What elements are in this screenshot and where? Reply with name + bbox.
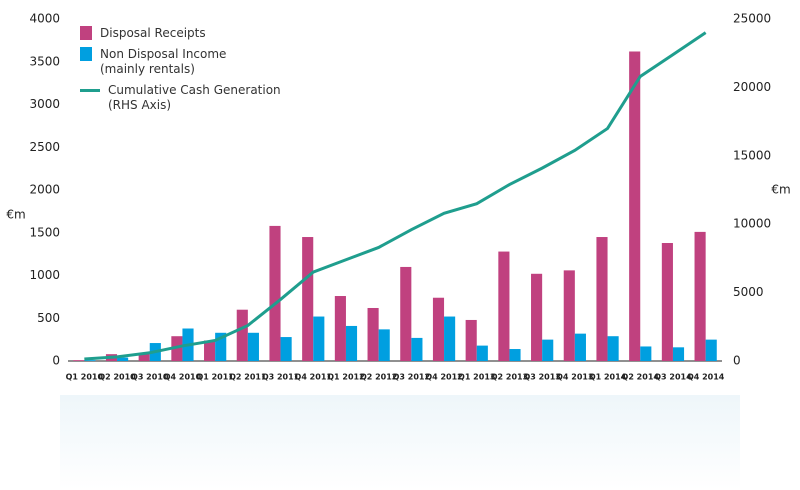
y-tick-label: 2000 [29, 183, 60, 197]
x-tick-label: Q4 2011 [295, 373, 333, 382]
y2-tick-label: 0 [733, 354, 741, 368]
y2-tick-label: 20000 [733, 80, 771, 94]
bar [705, 339, 717, 361]
bar [629, 51, 641, 362]
y-axis-label: €m [6, 208, 25, 222]
bar [640, 346, 652, 361]
x-tick-label: Q2 2010 [98, 373, 136, 382]
x-tick-label: Q1 2013 [458, 373, 495, 382]
y2-tick-label: 10000 [733, 217, 771, 231]
x-tick-label: Q3 2014 [654, 373, 692, 382]
bar [378, 329, 390, 361]
legend: Disposal Receipts Non Disposal Income (ma… [80, 26, 281, 119]
bar [661, 243, 673, 361]
bar [694, 231, 706, 361]
bar [432, 297, 445, 361]
bar [596, 237, 608, 361]
bar [269, 225, 281, 361]
bar [672, 347, 685, 361]
line [84, 31, 707, 361]
x-tick-label: Q3 2010 [131, 373, 169, 382]
x-tick-label: Q4 2010 [164, 373, 202, 382]
bar [400, 266, 412, 361]
y2-tick-label: 15000 [733, 148, 771, 162]
y2-tick-label: 25000 [733, 12, 771, 26]
x-tick-label: Q4 2014 [687, 373, 725, 382]
legend-label: Disposal Receipts [100, 26, 206, 40]
x-tick-label: Q3 2011 [262, 373, 300, 382]
legend-item: Non Disposal Income (mainly rentals) [80, 47, 281, 77]
y-tick-label: 1500 [29, 225, 60, 239]
bar [531, 273, 543, 361]
bar [509, 349, 521, 361]
y2-tick-label: 5000 [733, 285, 764, 299]
bar [138, 353, 150, 361]
legend-item: Disposal Receipts [80, 26, 281, 41]
bar [280, 337, 292, 361]
bar [542, 339, 554, 361]
x-tick-label: Q3 2012 [393, 373, 430, 382]
x-tick-label: Q1 2012 [327, 373, 364, 382]
bar [465, 319, 477, 361]
legend-swatch [80, 89, 100, 92]
bar [563, 270, 575, 361]
x-tick-label: Q2 2014 [622, 373, 660, 382]
bar [411, 337, 423, 361]
legend-item: Cumulative Cash Generation (RHS Axis) [80, 83, 281, 113]
x-tick-label: Q1 2011 [196, 373, 234, 382]
bar [574, 333, 586, 361]
x-tick-label: Q1 2010 [66, 373, 104, 382]
bar [247, 332, 259, 361]
y-tick-label: 2500 [29, 140, 60, 154]
y2-axis-label: €m [771, 183, 790, 197]
bar [607, 336, 619, 361]
bar [313, 316, 325, 361]
x-tick-label: Q4 2012 [425, 373, 462, 382]
bar [444, 316, 456, 361]
legend-swatch [80, 47, 92, 61]
x-tick-label: Q3 2013 [523, 373, 560, 382]
y-tick-label: 0 [52, 354, 60, 368]
y-tick-label: 500 [37, 311, 60, 325]
legend-label: Cumulative Cash Generation (RHS Axis) [108, 83, 281, 112]
x-tick-label: Q2 2012 [360, 373, 397, 382]
y-tick-label: 3500 [29, 54, 60, 68]
y-tick-label: 4000 [29, 12, 60, 26]
bar [204, 340, 216, 361]
bar [345, 325, 358, 361]
bar [84, 360, 96, 361]
y-tick-label: 1000 [29, 268, 60, 282]
x-tick-label: Q2 2013 [491, 373, 528, 382]
bar [367, 307, 379, 361]
bar [476, 345, 488, 361]
x-tick-label: Q4 2013 [556, 373, 593, 382]
bar [73, 360, 85, 361]
y-tick-label: 3000 [29, 97, 60, 111]
bar [215, 332, 227, 361]
x-tick-label: Q1 2014 [589, 373, 627, 382]
bar [498, 251, 510, 361]
x-tick-label: Q2 2011 [229, 373, 267, 382]
legend-label: Non Disposal Income (mainly rentals) [100, 47, 227, 76]
bar [334, 296, 346, 361]
legend-swatch [80, 26, 92, 40]
bar [117, 357, 129, 361]
reflection [60, 395, 740, 490]
bar [236, 309, 248, 361]
bar [302, 237, 314, 361]
